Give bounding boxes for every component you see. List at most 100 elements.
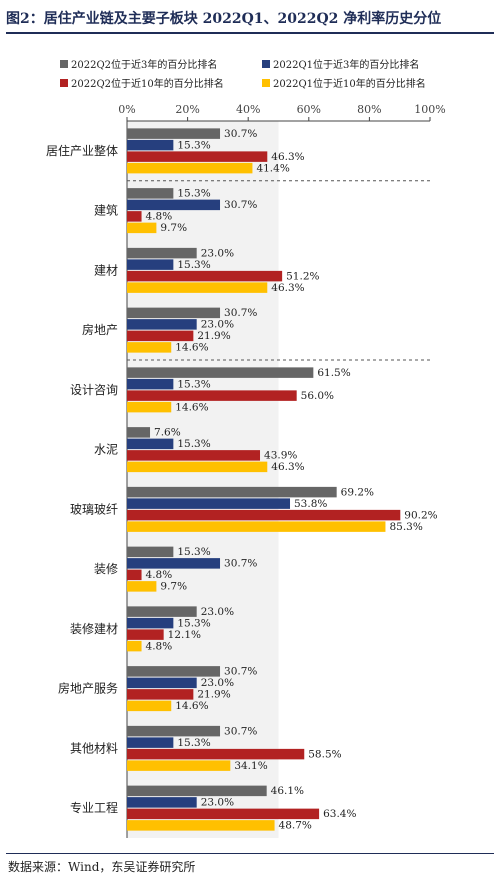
bar — [127, 270, 283, 282]
x-tick-label: 40% — [236, 103, 260, 116]
data-label: 46.3% — [271, 461, 304, 473]
x-tick-label: 100% — [414, 103, 445, 116]
data-label: 30.7% — [224, 307, 257, 319]
bar — [127, 162, 253, 174]
x-tick-label: 80% — [357, 103, 381, 116]
category-label: 房地产 — [82, 322, 118, 337]
chart-title: 图2：居住产业链及主要子板块 2022Q1、2022Q2 净利率历史分位 — [6, 11, 442, 27]
data-label: 51.2% — [286, 270, 319, 282]
source-note: 数据来源：Wind，东吴证券研究所 — [8, 860, 196, 874]
legend-swatch-q1-3y — [262, 59, 270, 68]
bar — [127, 222, 157, 234]
bar — [127, 188, 174, 199]
data-label: 15.3% — [177, 378, 210, 390]
data-label: 15.3% — [177, 259, 210, 271]
bar — [127, 808, 320, 820]
x-tick-label: 20% — [175, 103, 199, 116]
category-label: 设计咨询 — [70, 382, 118, 397]
data-label: 12.1% — [168, 629, 201, 641]
bar — [127, 247, 197, 259]
bar — [127, 689, 194, 700]
data-label: 90.2% — [404, 509, 437, 521]
bar — [127, 319, 197, 330]
category-label: 水泥 — [94, 443, 118, 457]
bar — [127, 606, 197, 617]
data-label: 14.6% — [175, 401, 208, 413]
legend-item-q1-10y: 2022Q1位于近10年的百分比排名 — [262, 75, 426, 90]
bar — [127, 330, 194, 342]
category-label: 建筑 — [94, 203, 118, 218]
data-label: 61.5% — [317, 367, 350, 379]
bar — [127, 486, 337, 498]
bar — [127, 509, 401, 521]
category-label: 其他材料 — [70, 741, 118, 755]
legend-item-q2-10y: 2022Q2位于近10年的百分比排名 — [60, 75, 224, 90]
bar — [127, 725, 221, 737]
category-label: 装修 — [94, 561, 118, 576]
title-rule — [6, 32, 494, 34]
bar — [127, 760, 231, 771]
data-label: 21.9% — [197, 330, 230, 342]
legend-swatch-q2-3y — [60, 59, 68, 68]
bar — [127, 640, 142, 652]
bar — [127, 737, 174, 748]
data-label: 58.5% — [308, 748, 341, 760]
data-label: 23.0% — [201, 797, 234, 809]
x-tick-label: 0% — [118, 103, 135, 116]
data-label: 15.3% — [177, 546, 210, 558]
data-label: 14.6% — [175, 700, 208, 712]
data-label: 63.4% — [323, 808, 356, 820]
data-label: 15.3% — [177, 438, 210, 450]
data-label: 15.3% — [177, 139, 210, 151]
bar — [127, 700, 172, 712]
category-label: 建材 — [94, 263, 118, 277]
data-label: 4.8% — [146, 569, 173, 581]
bar — [127, 666, 221, 677]
data-label: 23.0% — [201, 247, 234, 259]
data-label: 21.9% — [197, 689, 230, 701]
legend-label-q1-10y: 2022Q1位于近10年的百分比排名 — [273, 79, 426, 90]
bar — [127, 521, 386, 532]
bar — [127, 427, 151, 438]
bar — [127, 617, 174, 629]
bar — [127, 307, 221, 319]
bar — [127, 282, 268, 293]
bar — [127, 450, 261, 461]
data-label: 30.7% — [224, 199, 257, 211]
bar — [127, 785, 267, 797]
data-label: 30.7% — [224, 725, 257, 737]
data-label: 23.0% — [201, 319, 234, 331]
data-label: 15.3% — [177, 188, 210, 200]
legend-label-q2-3y: 2022Q2位于近3年的百分比排名 — [71, 60, 218, 71]
data-label: 7.6% — [154, 427, 181, 439]
bar — [127, 546, 174, 558]
bar — [127, 461, 268, 473]
bar — [127, 378, 174, 390]
bar — [127, 569, 142, 581]
bar — [127, 438, 174, 450]
legend-item-q2-3y: 2022Q2位于近3年的百分比排名 — [60, 56, 217, 71]
bar — [127, 259, 174, 270]
data-label: 30.7% — [224, 666, 257, 678]
data-label: 30.7% — [224, 558, 257, 570]
category-label: 玻璃玻纤 — [70, 502, 118, 516]
data-label: 14.6% — [175, 342, 208, 354]
bar — [127, 151, 268, 162]
bar — [127, 498, 291, 509]
bar — [127, 748, 305, 760]
data-label: 46.3% — [271, 282, 304, 294]
category-label: 装修建材 — [70, 621, 118, 636]
legend-item-q1-3y: 2022Q1位于近3年的百分比排名 — [262, 56, 419, 71]
bar — [127, 820, 275, 831]
bar — [127, 128, 221, 139]
data-label: 4.8% — [146, 640, 173, 652]
data-label: 41.4% — [256, 162, 289, 174]
bar — [127, 211, 142, 222]
data-label: 46.3% — [271, 151, 304, 163]
data-label: 15.3% — [177, 617, 210, 629]
data-label: 23.0% — [201, 677, 234, 689]
data-label: 9.7% — [160, 581, 187, 593]
data-label: 46.1% — [271, 785, 304, 797]
category-label: 专业工程 — [70, 800, 118, 815]
data-label: 53.8% — [294, 498, 327, 510]
